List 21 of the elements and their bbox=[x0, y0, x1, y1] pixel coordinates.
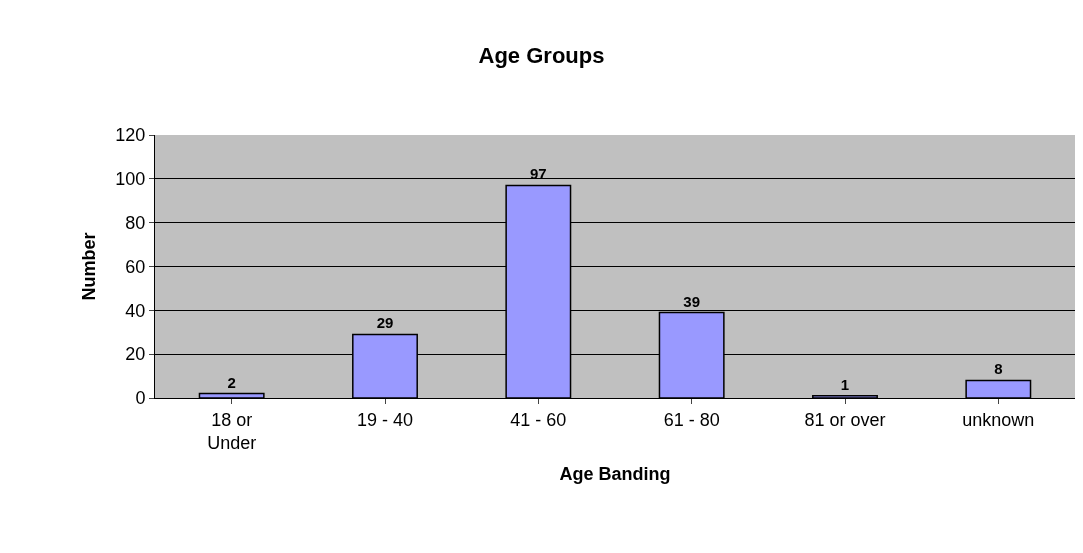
x-tick-label: 61 - 80 bbox=[663, 409, 720, 430]
x-tick-label: unknown bbox=[962, 409, 1035, 430]
y-axis-title: Number bbox=[78, 232, 99, 301]
y-tick-label: 60 bbox=[125, 256, 146, 277]
y-tick-label: 80 bbox=[125, 212, 146, 233]
y-tick-label: 120 bbox=[115, 125, 146, 146]
x-axis-title: Age Banding bbox=[559, 464, 671, 485]
data-label: 29 bbox=[376, 314, 394, 332]
x-tick-label: 41 - 60 bbox=[510, 409, 567, 430]
y-tick-label: 0 bbox=[135, 388, 146, 409]
y-tick-label: 40 bbox=[125, 300, 146, 321]
x-tick-label: 19 - 40 bbox=[356, 409, 414, 430]
chart-title: Age Groups bbox=[478, 43, 605, 68]
x-tick-label: 18 or Under bbox=[207, 409, 257, 453]
y-tick-label: 100 bbox=[115, 169, 146, 190]
y-tick-label: 20 bbox=[125, 344, 146, 365]
x-tick-label: 81 or over bbox=[804, 409, 886, 430]
data-label: 39 bbox=[683, 292, 701, 310]
data-label: 1 bbox=[840, 375, 850, 393]
data-label: 2 bbox=[227, 373, 236, 391]
data-label: 8 bbox=[994, 360, 1003, 378]
